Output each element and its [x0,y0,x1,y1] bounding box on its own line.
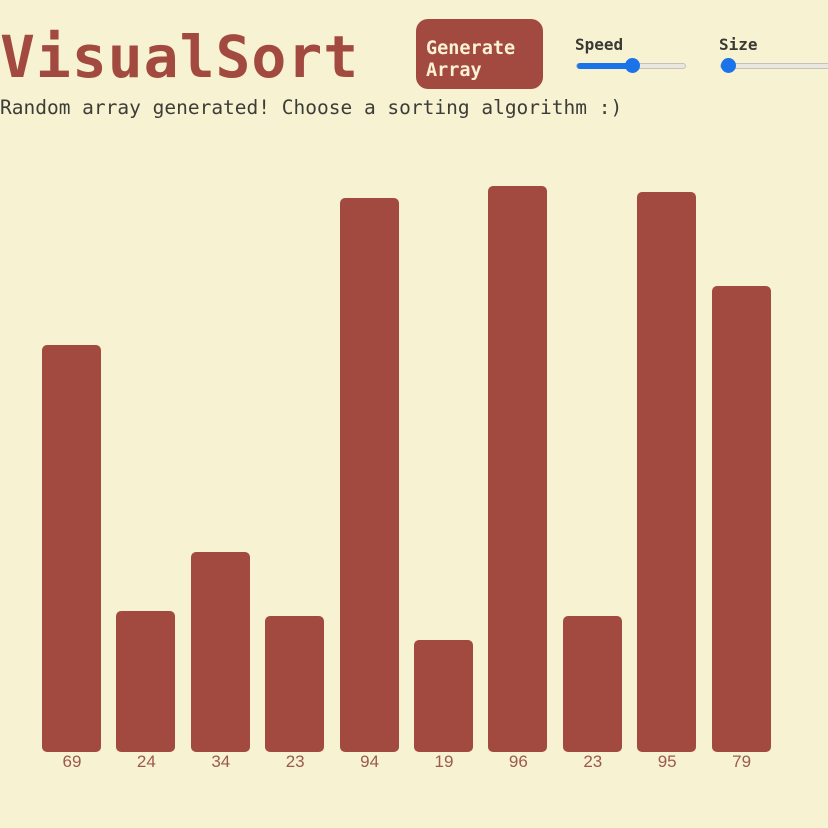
generate-label-line1: Generate [426,38,516,59]
bar-value-label: 23 [285,752,305,771]
status-message: Random array generated! Choose a sorting… [0,96,623,119]
array-bar [116,610,176,752]
size-slider-thumb[interactable] [721,58,736,73]
bar-value-label: 96 [508,752,528,771]
array-bar [190,551,250,752]
array-bar [265,616,325,752]
bar-value-label: 34 [211,752,231,771]
bar-value-label: 24 [136,752,156,771]
bar-value-label: 94 [360,752,380,771]
array-bar [42,345,101,752]
bar-value-label: 95 [657,752,677,771]
size-label: Size [719,35,758,54]
array-bar [637,191,697,752]
array-bar [414,639,473,752]
generate-array-button[interactable]: Generate Array [416,19,543,89]
bar-value-label: 79 [732,752,752,771]
array-bar [488,186,548,752]
bar-value-label: 19 [434,752,454,771]
app-title: VisualSort [0,23,360,91]
bar-value-label: 23 [583,752,603,771]
generate-label-line2: Array [426,60,482,81]
size-slider[interactable] [720,58,828,73]
array-bar [711,286,771,752]
speed-slider-fill [577,63,632,69]
speed-slider-thumb[interactable] [625,58,640,73]
array-bar [562,616,622,752]
bar-value-label: 69 [62,752,82,771]
array-bar [339,197,399,752]
speed-label: Speed [575,35,624,54]
speed-slider[interactable] [576,58,686,73]
